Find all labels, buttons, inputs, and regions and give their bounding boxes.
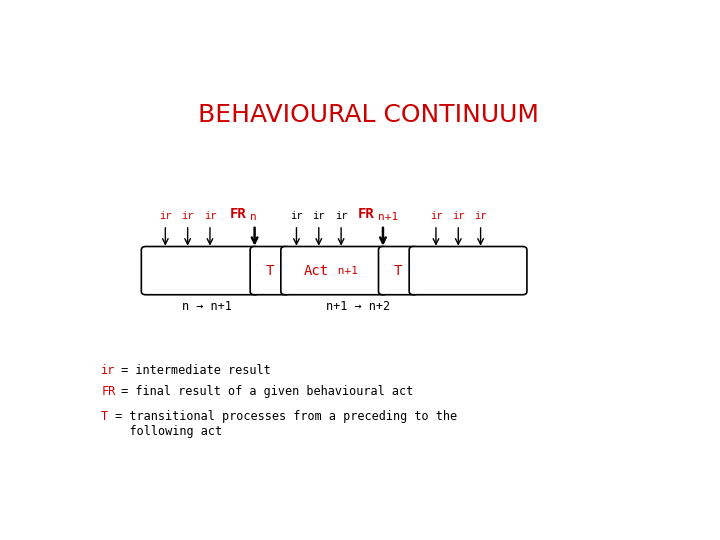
Text: T: T bbox=[266, 264, 274, 278]
Text: n+1 → n+2: n+1 → n+2 bbox=[325, 300, 390, 313]
Text: ir: ir bbox=[312, 211, 325, 221]
FancyBboxPatch shape bbox=[379, 246, 418, 295]
Text: n: n bbox=[250, 212, 257, 221]
Text: T: T bbox=[394, 264, 402, 278]
Text: n+1: n+1 bbox=[331, 266, 359, 275]
FancyBboxPatch shape bbox=[141, 246, 259, 295]
Text: ir: ir bbox=[101, 364, 115, 377]
Text: following act: following act bbox=[101, 425, 222, 438]
FancyBboxPatch shape bbox=[281, 246, 387, 295]
Text: n+1: n+1 bbox=[379, 212, 399, 221]
Text: ir: ir bbox=[204, 211, 216, 221]
Text: ir: ir bbox=[181, 211, 194, 221]
Text: Act: Act bbox=[303, 264, 328, 278]
Text: = transitional processes from a preceding to the: = transitional processes from a precedin… bbox=[107, 410, 456, 423]
Text: ir: ir bbox=[474, 211, 487, 221]
FancyBboxPatch shape bbox=[250, 246, 289, 295]
Text: n → n+1: n → n+1 bbox=[182, 300, 232, 313]
Text: ir: ir bbox=[335, 211, 347, 221]
Text: ir: ir bbox=[452, 211, 464, 221]
Text: ir: ir bbox=[290, 211, 302, 221]
Text: BEHAVIOURAL CONTINUUM: BEHAVIOURAL CONTINUUM bbox=[199, 103, 539, 127]
Text: FR: FR bbox=[358, 207, 374, 221]
Text: ir: ir bbox=[430, 211, 442, 221]
Text: ir: ir bbox=[159, 211, 171, 221]
Text: FR: FR bbox=[101, 384, 115, 397]
Text: T: T bbox=[101, 410, 108, 423]
Text: = intermediate result: = intermediate result bbox=[114, 364, 271, 377]
Text: FR: FR bbox=[230, 207, 246, 221]
Text: = final result of a given behavioural act: = final result of a given behavioural ac… bbox=[114, 384, 413, 397]
FancyBboxPatch shape bbox=[409, 246, 527, 295]
